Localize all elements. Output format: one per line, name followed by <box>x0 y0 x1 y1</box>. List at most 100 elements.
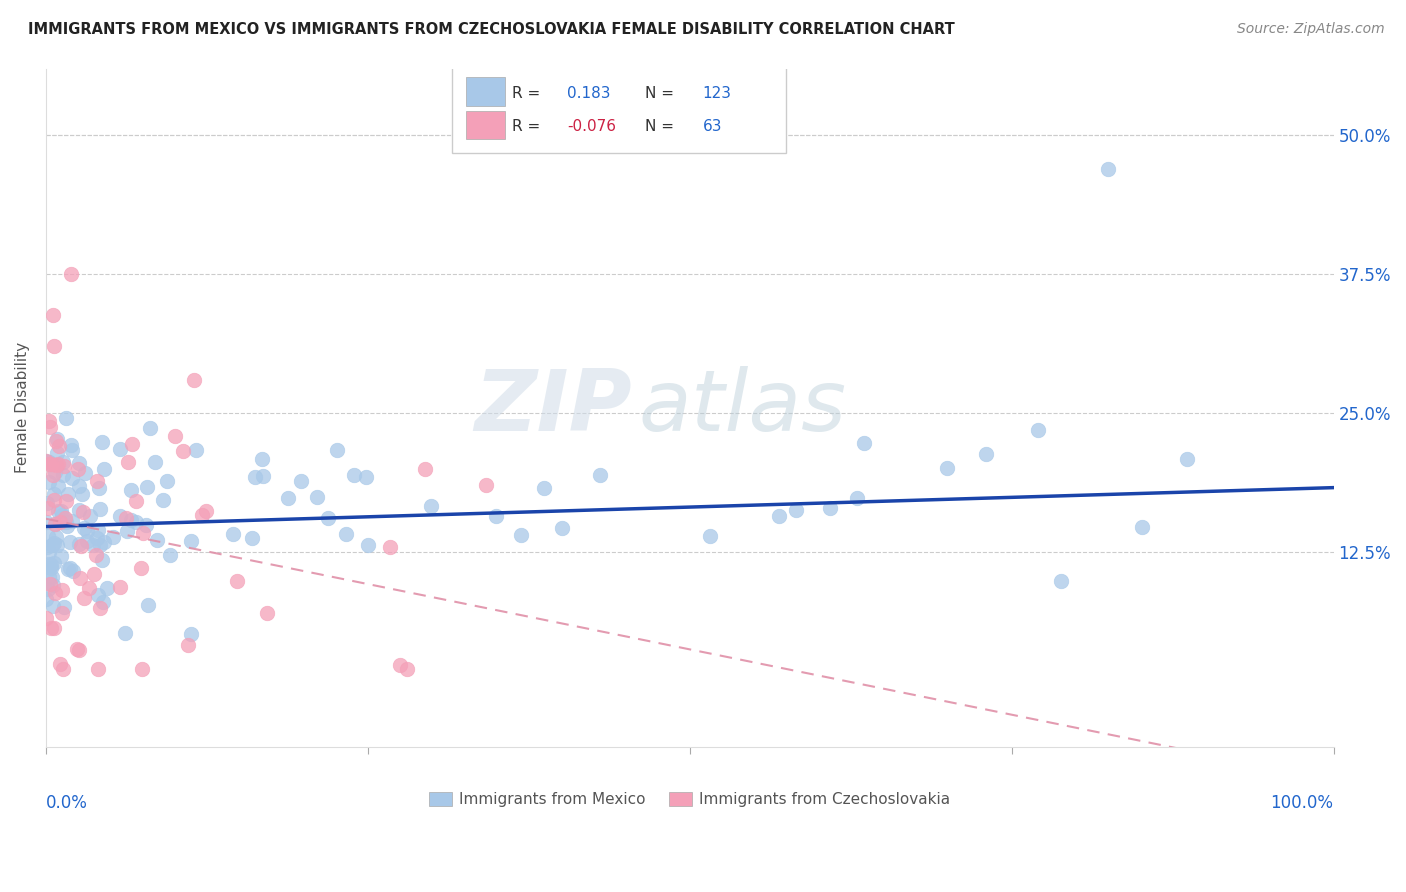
Point <box>38 457 60 471</box>
Point <box>120 483 142 497</box>
Point <box>38 570 60 584</box>
Point <box>89 601 111 615</box>
Point <box>277 491 299 505</box>
Point <box>974 447 997 461</box>
Point <box>194 504 217 518</box>
Point <box>59 535 82 549</box>
Point <box>86 474 108 488</box>
Y-axis label: Female Disability: Female Disability <box>15 342 30 473</box>
Point <box>1175 452 1198 467</box>
Point <box>131 662 153 676</box>
Point <box>37 582 59 596</box>
Point <box>44 517 66 532</box>
Point <box>45 458 67 472</box>
Text: -0.076: -0.076 <box>568 120 616 135</box>
Point <box>42 467 65 482</box>
Point <box>343 468 366 483</box>
Point <box>87 589 110 603</box>
Text: IMMIGRANTS FROM MEXICO VS IMMIGRANTS FROM CZECHOSLOVAKIA FEMALE DISABILITY CORRE: IMMIGRANTS FROM MEXICO VS IMMIGRANTS FRO… <box>28 22 955 37</box>
Point <box>120 513 142 527</box>
Point <box>60 471 83 485</box>
Point <box>89 502 111 516</box>
Text: 0.0%: 0.0% <box>46 794 87 812</box>
Point <box>41 570 63 584</box>
Point <box>326 443 349 458</box>
Point <box>38 577 60 591</box>
Point <box>91 553 114 567</box>
Point <box>356 538 378 552</box>
Point <box>1097 161 1119 176</box>
Point <box>41 538 63 552</box>
Point <box>146 533 169 548</box>
Point <box>108 508 131 523</box>
Point <box>73 521 96 535</box>
Point <box>252 469 274 483</box>
Point <box>395 662 418 676</box>
Point <box>818 501 841 516</box>
Point <box>114 511 136 525</box>
Point <box>67 537 90 551</box>
Point <box>245 470 267 484</box>
Point <box>69 539 91 553</box>
Point <box>38 455 60 469</box>
Point <box>44 517 66 532</box>
Point <box>59 267 82 281</box>
Point <box>79 508 101 523</box>
Point <box>35 454 58 468</box>
Point <box>83 567 105 582</box>
Point <box>44 621 66 635</box>
Point <box>139 420 162 434</box>
Point <box>114 625 136 640</box>
Point <box>55 493 77 508</box>
Point <box>82 538 104 552</box>
Point <box>510 527 533 541</box>
Point <box>96 581 118 595</box>
Point <box>180 533 202 548</box>
Point <box>152 492 174 507</box>
Point <box>186 442 208 457</box>
Point <box>55 411 77 425</box>
Point <box>76 524 98 538</box>
Point <box>108 442 131 456</box>
Point <box>845 491 868 505</box>
Point <box>67 462 90 476</box>
Point <box>67 479 90 493</box>
Point <box>39 621 62 635</box>
Point <box>51 504 73 518</box>
Point <box>44 586 66 600</box>
Point <box>59 561 82 575</box>
Point <box>84 548 107 562</box>
Point <box>51 508 73 523</box>
Point <box>191 508 214 523</box>
Point <box>533 481 555 495</box>
Text: N =: N = <box>645 87 673 101</box>
Point <box>93 535 115 549</box>
Point <box>125 494 148 508</box>
Point <box>316 511 339 525</box>
Point <box>172 444 194 458</box>
Point <box>89 538 111 552</box>
Point <box>42 339 65 353</box>
Text: 100.0%: 100.0% <box>1271 794 1333 812</box>
FancyBboxPatch shape <box>465 78 505 106</box>
Point <box>256 606 278 620</box>
Point <box>56 519 79 533</box>
Point <box>75 467 97 481</box>
Point <box>52 662 75 676</box>
Point <box>60 443 83 458</box>
Point <box>156 474 179 488</box>
Text: 63: 63 <box>703 120 723 135</box>
Point <box>37 529 59 543</box>
Point <box>69 571 91 585</box>
Point <box>117 455 139 469</box>
Point <box>1130 520 1153 534</box>
Point <box>46 458 69 472</box>
Point <box>485 508 508 523</box>
Point <box>177 638 200 652</box>
Text: ZIP: ZIP <box>474 366 631 449</box>
Point <box>135 480 157 494</box>
Point <box>129 561 152 575</box>
Point <box>52 468 75 483</box>
Point <box>53 600 76 615</box>
Point <box>101 530 124 544</box>
